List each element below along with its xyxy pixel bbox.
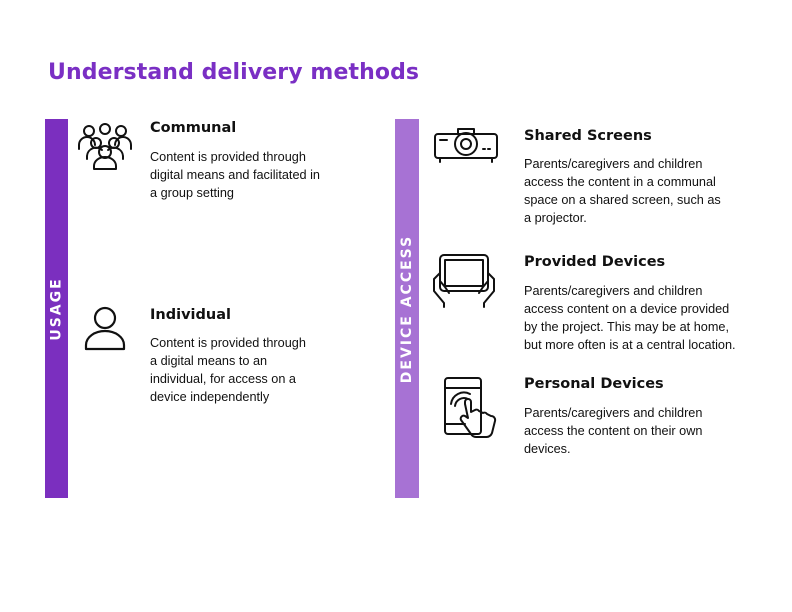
usage-bar: USAGE — [45, 119, 68, 498]
device-access-bar: DEVICE ACCESS — [395, 119, 419, 498]
personal-devices-title: Personal Devices — [524, 376, 664, 392]
usage-label: USAGE — [48, 276, 65, 341]
provided-devices-description: Parents/caregivers and children access c… — [524, 284, 736, 352]
person-icon — [83, 305, 127, 351]
provided-devices-title: Provided Devices — [524, 254, 666, 270]
individual-description: Content is provided through a digital me… — [150, 336, 306, 404]
group-icon — [75, 121, 135, 171]
shared-screens-description: Parents/caregivers and children access t… — [524, 157, 721, 225]
tablet-touch-icon — [441, 376, 507, 438]
tablet-hands-icon — [431, 253, 497, 309]
communal-title: Communal — [150, 120, 237, 136]
projector-icon — [433, 124, 499, 164]
personal-devices-description: Parents/caregivers and children access t… — [524, 406, 703, 456]
communal-description: Content is provided through digital mean… — [150, 150, 320, 200]
shared-screens-title: Shared Screens — [524, 128, 652, 144]
individual-title: Individual — [150, 307, 231, 323]
device-access-label: DEVICE ACCESS — [399, 234, 415, 383]
page-title: Understand delivery methods — [48, 60, 420, 85]
